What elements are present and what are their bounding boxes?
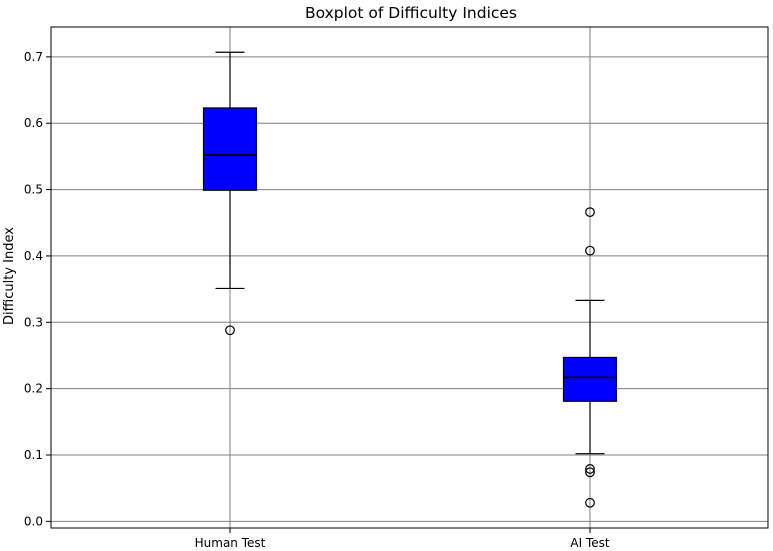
outlier-point [585,207,595,218]
y-tick-label: 0.0 [24,514,43,528]
y-tick-label: 0.4 [24,249,43,263]
y-axis-label: Difficulty Index [2,227,17,325]
outlier-point [585,245,595,256]
outlier-point [225,325,235,336]
outlier-point [585,497,595,508]
box-iqr [562,356,618,402]
y-tick-label: 0.6 [24,116,43,130]
plot-area: 0.0 0.1 0.2 0.3 0.4 0.5 0.6 0.7 Human Test AI Tes… [24,26,769,550]
axes-frame [50,26,769,529]
outlier-point [585,464,595,474]
x-tick-label: AI Test [570,536,609,550]
y-tick-label: 0.1 [24,448,43,462]
y-tick-label: 0.2 [24,382,43,396]
chart-title: Boxplot of Difficulty Indices [305,4,517,22]
y-tick-label: 0.5 [24,183,43,197]
x-tick-label: Human Test [195,536,266,550]
y-tick-label: 0.3 [24,315,43,329]
outlier-point [585,467,595,478]
box-iqr [202,107,258,191]
y-tick-label: 0.7 [24,50,43,64]
